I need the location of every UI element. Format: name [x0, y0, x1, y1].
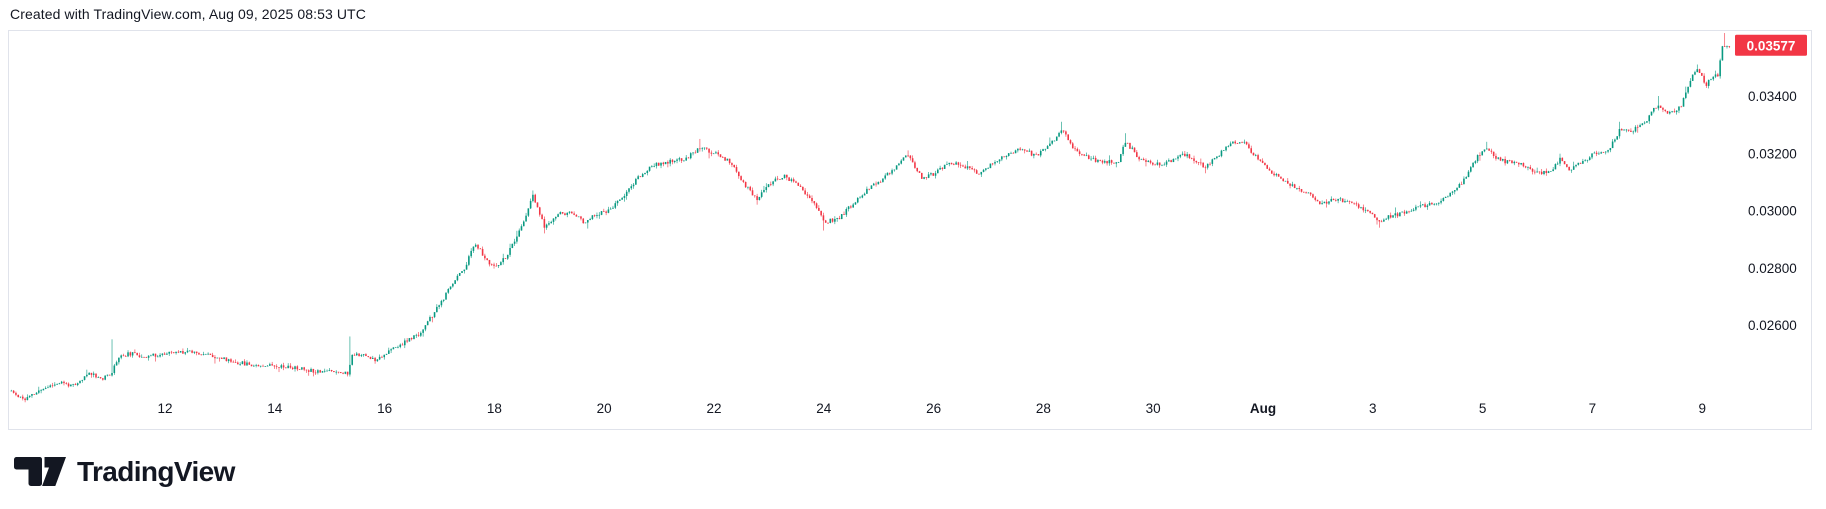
time-scale-label: 24: [816, 401, 832, 416]
price-scale-label: 0.02600: [1748, 318, 1797, 333]
tradingview-logo-text: TradingView: [77, 456, 235, 487]
last-price-badge-text: 0.03577: [1747, 38, 1796, 53]
price-scale-label: 0.03200: [1748, 146, 1797, 161]
tradingview-logo-mark-icon: [14, 457, 68, 487]
time-scale-label: 9: [1698, 401, 1706, 416]
last-price-badge: 0.03577: [1735, 34, 1807, 56]
candles: [10, 33, 1731, 403]
attribution-text: Created with TradingView.com, Aug 09, 20…: [10, 6, 366, 22]
price-scale-label: 0.02800: [1748, 261, 1797, 276]
chart-canvas[interactable]: 0.03400 0.03200 0.03000 0.02800 0.02600 12 14…: [9, 31, 1811, 429]
time-scale-label: 14: [267, 401, 283, 416]
candlestick-chart[interactable]: 0.03400 0.03200 0.03000 0.02800 0.02600 12 14…: [8, 30, 1812, 430]
price-scale: 0.03400 0.03200 0.03000 0.02800 0.02600: [1748, 89, 1797, 333]
price-scale-label: 0.03400: [1748, 89, 1797, 104]
time-scale-label: 16: [377, 401, 392, 416]
time-scale-label: 22: [706, 401, 721, 416]
time-scale-label: Aug: [1250, 401, 1276, 416]
time-scale-label: 7: [1589, 401, 1597, 416]
time-scale-label: 18: [487, 401, 502, 416]
time-scale-label: 30: [1146, 401, 1161, 416]
time-scale: 12 14 16 18 20 22 24 26 28 30 Aug 3 5 7 9: [157, 401, 1705, 416]
time-scale-label: 26: [926, 401, 941, 416]
time-scale-label: 28: [1036, 401, 1051, 416]
time-scale-label: 12: [157, 401, 172, 416]
time-scale-label: 5: [1479, 401, 1487, 416]
tradingview-logo[interactable]: TradingView: [14, 456, 235, 488]
last-price-badge-bg: [1735, 34, 1807, 56]
time-scale-label: 3: [1369, 401, 1377, 416]
time-scale-label: 20: [597, 401, 612, 416]
price-scale-label: 0.03000: [1748, 204, 1797, 219]
